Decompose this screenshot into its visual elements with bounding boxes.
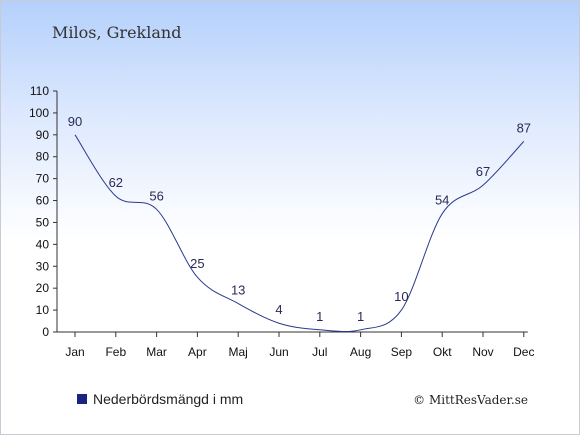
- x-tick-label: Jan: [65, 345, 84, 359]
- legend-label: Nederbördsmängd i mm: [93, 391, 243, 407]
- y-tick-label: 100: [29, 106, 49, 120]
- data-label: 67: [476, 164, 490, 179]
- legend-swatch: [77, 394, 87, 404]
- x-tick-label: Mar: [146, 345, 167, 359]
- data-label: 87: [517, 120, 531, 135]
- x-tick-label: Aug: [350, 345, 371, 359]
- data-label: 25: [190, 256, 204, 271]
- chart-title: Milos, Grekland: [52, 23, 181, 42]
- y-tick-label: 80: [36, 150, 50, 164]
- y-tick-label: 70: [36, 172, 50, 186]
- y-tick-label: 20: [36, 281, 50, 295]
- y-tick-label: 110: [30, 84, 49, 98]
- y-tick-label: 10: [36, 303, 50, 317]
- x-tick-label: Okt: [433, 345, 452, 359]
- x-tick-label: Dec: [513, 345, 534, 359]
- data-label: 1: [316, 309, 323, 324]
- credit-text: © MittResVader.se: [413, 393, 528, 407]
- data-label: 90: [68, 114, 82, 129]
- data-label: 4: [275, 302, 282, 317]
- y-tick-label: 0: [42, 325, 49, 339]
- x-tick-label: Feb: [105, 345, 126, 359]
- x-tick-label: Maj: [229, 345, 248, 359]
- data-label: 13: [231, 283, 245, 298]
- data-label: 10: [394, 289, 408, 304]
- x-tick-label: Nov: [472, 345, 493, 359]
- data-labels: 90 62 56 25 13 4 1 1 10 54 67 87: [68, 114, 531, 324]
- y-axis: 0 10 20 30 40 50 60 70 80 90 100 110: [29, 84, 58, 339]
- x-tick-label: Jul: [312, 345, 327, 359]
- data-label: 56: [149, 188, 163, 203]
- y-tick-label: 90: [36, 128, 50, 142]
- precipitation-series-line: [74, 134, 525, 333]
- x-axis: Jan Feb Mar Apr Maj Jun Jul Aug Sep Okt Nov Dec: [57, 331, 534, 359]
- data-label: 1: [357, 309, 364, 324]
- x-tick-label: Jun: [269, 345, 288, 359]
- y-tick-label: 30: [36, 259, 50, 273]
- x-tick-label: Apr: [188, 345, 207, 359]
- data-label: 62: [109, 175, 123, 190]
- y-tick-label: 50: [36, 215, 50, 229]
- y-tick-label: 40: [36, 237, 50, 251]
- y-tick-label: 60: [36, 194, 50, 208]
- data-label: 54: [435, 193, 449, 208]
- x-tick-label: Sep: [391, 345, 413, 359]
